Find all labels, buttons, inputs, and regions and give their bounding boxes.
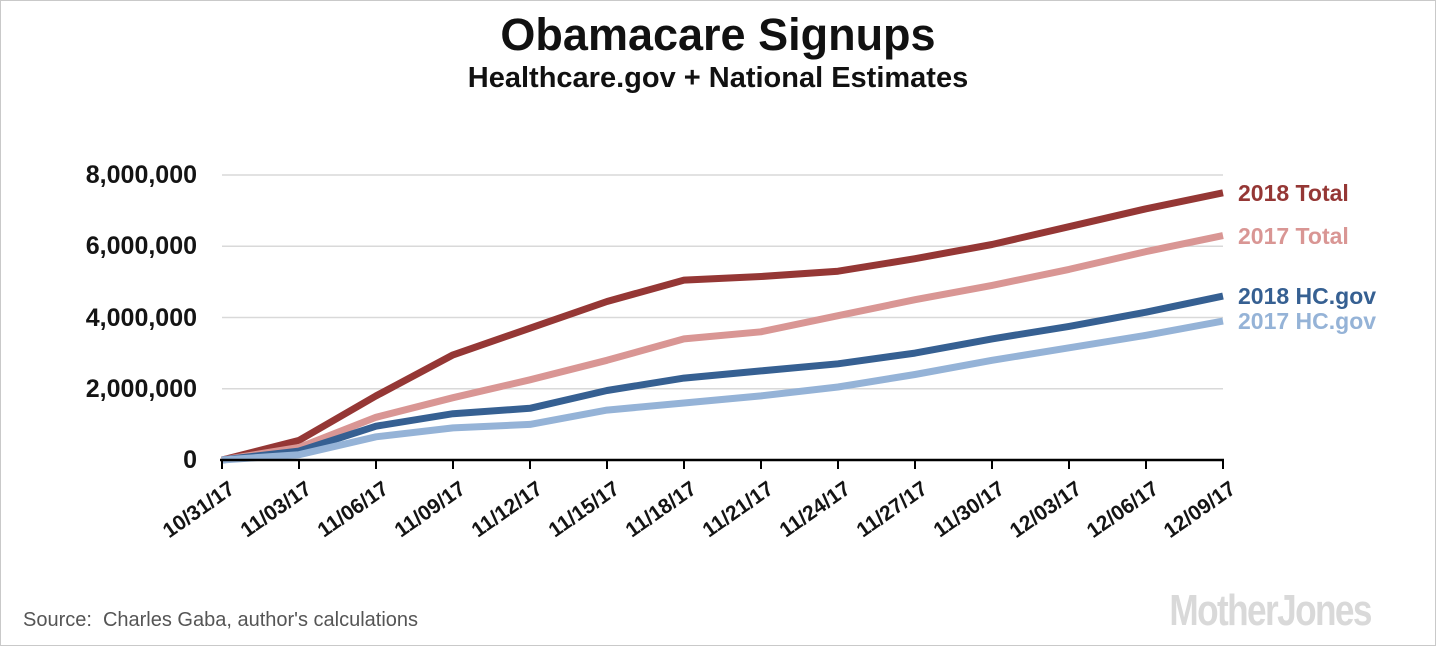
legend-2018-total: 2018 Total [1238, 179, 1349, 206]
y-axis-label: 6,000,000 [85, 232, 197, 261]
y-axis-label: 4,000,000 [85, 303, 197, 332]
series-line-2017-hc-gov [221, 317, 1224, 464]
motherjones-logo: MotherJones [1169, 586, 1373, 635]
source-caption: Source: Charles Gaba, author's calculatio… [23, 609, 418, 632]
legend-2017-hc-gov: 2017 HC.gov [1238, 308, 1377, 335]
chart-subtitle: Healthcare.gov + National Estimates [467, 62, 969, 94]
legend-2018-hc-gov: 2018 HC.gov [1238, 283, 1377, 310]
y-axis-label: 0 [183, 446, 197, 474]
y-axis-label: 8,000,000 [85, 161, 197, 189]
legend-2017-total: 2017 Total [1238, 222, 1349, 249]
series-line-2018-total [221, 189, 1224, 464]
series-line-2017-total [221, 232, 1224, 464]
series-line-2018-hc-gov [221, 292, 1224, 464]
chart-title: Obamacare Signups [500, 9, 936, 60]
source-label: Source: [23, 609, 92, 631]
source-text: Charles Gaba, author's calculations [102, 609, 419, 631]
y-axis-label: 2,000,000 [85, 374, 197, 403]
